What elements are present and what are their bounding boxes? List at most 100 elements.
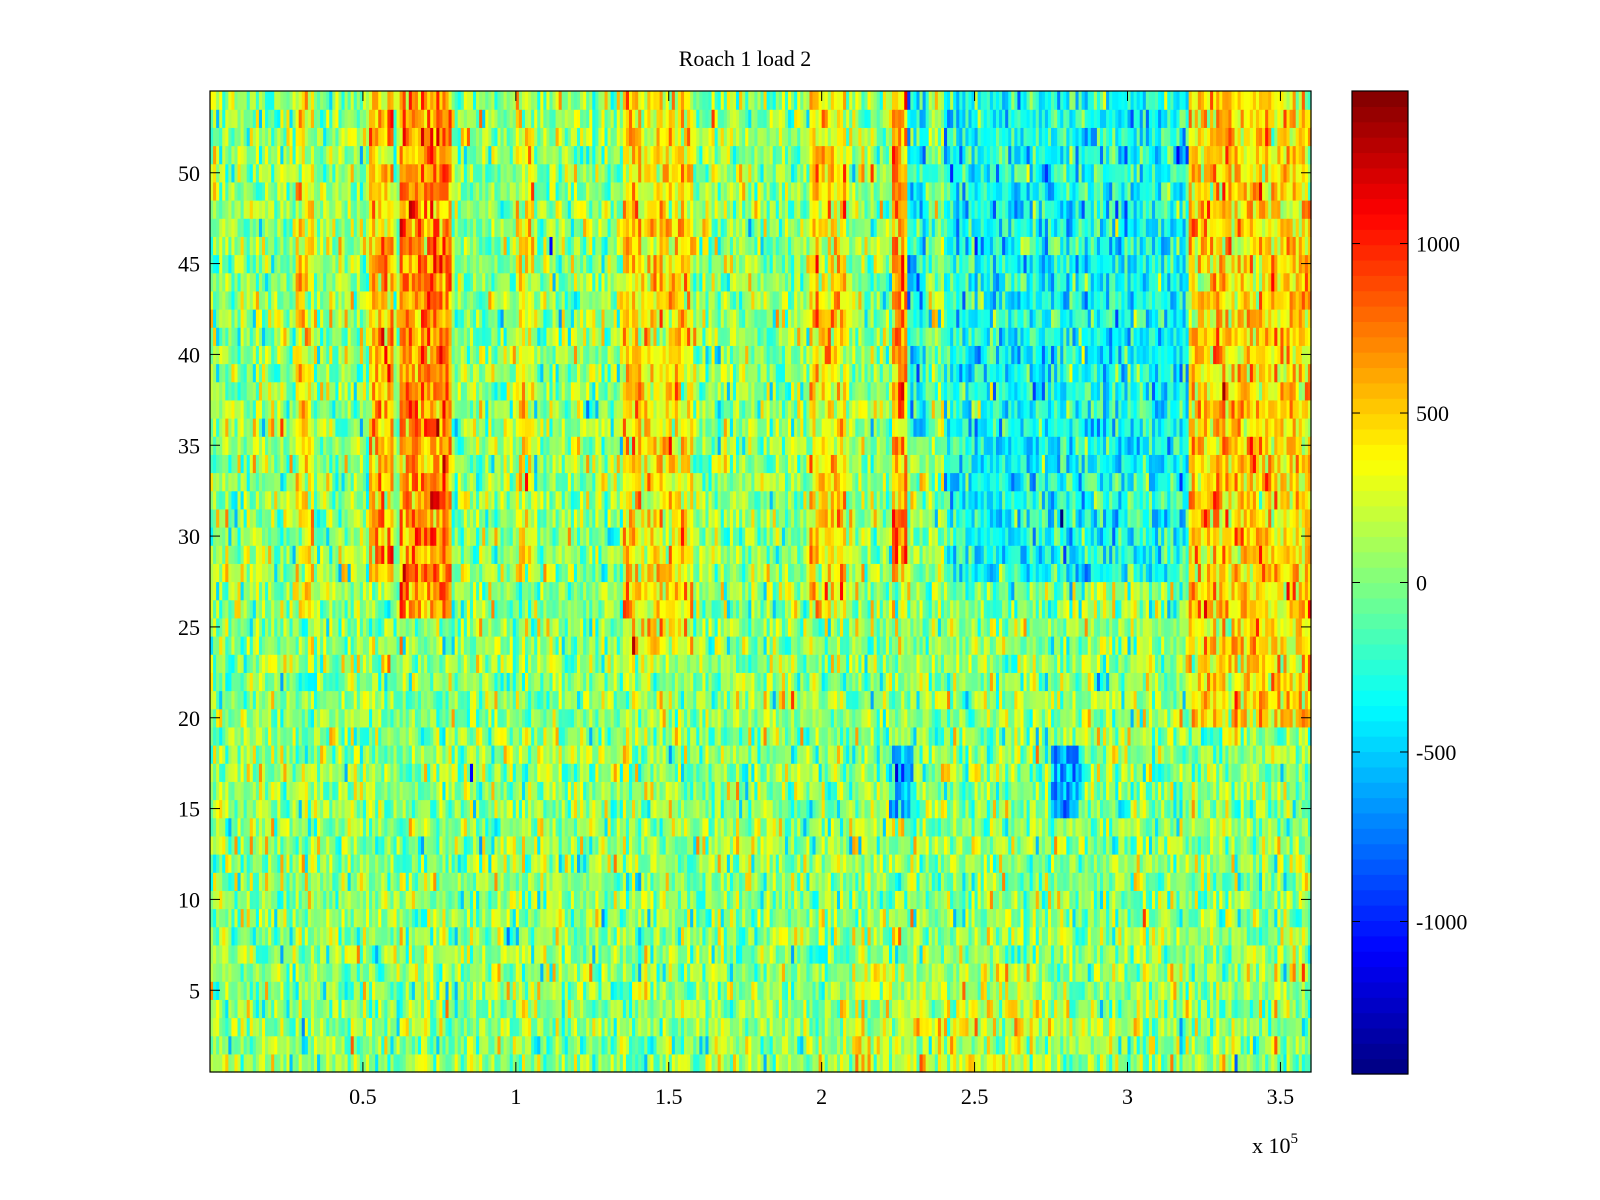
heatmap-cell bbox=[1197, 1035, 1202, 1055]
heatmap-cell bbox=[916, 1035, 921, 1055]
heatmap-cell bbox=[460, 1053, 465, 1073]
heatmap-cell bbox=[754, 1035, 759, 1055]
heatmap-cell bbox=[408, 1035, 413, 1055]
heatmap-cell bbox=[277, 1017, 281, 1037]
heatmap-cell bbox=[953, 1017, 957, 1037]
heatmap-cell bbox=[653, 1035, 658, 1055]
heatmap-cell bbox=[616, 1035, 621, 1055]
heatmap-cell bbox=[931, 1053, 936, 1073]
heatmap-cell bbox=[439, 1053, 444, 1073]
heatmap-cell bbox=[858, 1017, 863, 1037]
heatmap-cell bbox=[460, 1017, 465, 1037]
heatmap-cell bbox=[1103, 1017, 1107, 1037]
heatmap-cell bbox=[840, 1053, 844, 1073]
heatmap-cell bbox=[772, 1053, 777, 1073]
heatmap-cell bbox=[1158, 1035, 1162, 1055]
heatmap-cell bbox=[1060, 1017, 1064, 1037]
heatmap-cell bbox=[1200, 1017, 1205, 1037]
heatmap-cell bbox=[598, 999, 603, 1019]
heatmap-cell bbox=[656, 1053, 661, 1073]
heatmap-cell bbox=[1002, 1035, 1006, 1055]
heatmap-cell bbox=[873, 1017, 878, 1037]
heatmap-cell bbox=[359, 999, 364, 1019]
heatmap-cell bbox=[460, 999, 465, 1019]
heatmap-cell bbox=[313, 1053, 318, 1073]
heatmap-cell bbox=[1164, 1035, 1168, 1055]
heatmap-cell bbox=[784, 1035, 789, 1055]
heatmap-cell bbox=[1243, 1017, 1248, 1037]
heatmap-cell bbox=[775, 1053, 780, 1073]
heatmap-cell bbox=[439, 1017, 444, 1037]
heatmap-cell bbox=[1041, 1053, 1046, 1073]
heatmap-cell bbox=[723, 1053, 728, 1073]
heatmap-cell bbox=[586, 1053, 590, 1073]
heatmap-cell bbox=[687, 1017, 691, 1037]
heatmap-cell bbox=[451, 1035, 456, 1055]
heatmap-cell bbox=[341, 1017, 346, 1037]
heatmap-cell bbox=[800, 1035, 804, 1055]
heatmap-cell bbox=[699, 1053, 703, 1073]
heatmap-cell bbox=[711, 999, 716, 1019]
heatmap-cell bbox=[867, 1017, 872, 1037]
heatmap-cell bbox=[225, 1035, 229, 1055]
heatmap-cell bbox=[411, 999, 416, 1019]
heatmap-cell bbox=[971, 1017, 976, 1037]
heatmap-cell bbox=[503, 1053, 508, 1073]
heatmap-cell bbox=[454, 1035, 459, 1055]
heatmap-cell bbox=[320, 1053, 324, 1073]
heatmap-cell bbox=[1228, 1053, 1233, 1073]
heatmap-cell bbox=[962, 1053, 967, 1073]
heatmap-cell bbox=[671, 1017, 676, 1037]
heatmap-cell bbox=[882, 1017, 887, 1037]
heatmap-cell bbox=[1038, 1017, 1043, 1037]
heatmap-cell bbox=[580, 1017, 584, 1037]
heatmap-cell bbox=[610, 1035, 615, 1055]
heatmap-cell bbox=[870, 1053, 875, 1073]
heatmap-cell bbox=[751, 1053, 755, 1073]
heatmap-cell bbox=[219, 1053, 223, 1073]
heatmap-cell bbox=[1044, 1017, 1049, 1037]
heatmap-cell bbox=[485, 1053, 489, 1073]
heatmap-cell bbox=[873, 1053, 878, 1073]
heatmap-cell bbox=[1240, 1053, 1245, 1073]
heatmap-cell bbox=[1197, 1053, 1202, 1073]
heatmap-cell bbox=[702, 999, 707, 1019]
heatmap-cell bbox=[552, 1035, 557, 1055]
heatmap-cell bbox=[528, 1053, 532, 1073]
heatmap-cell bbox=[365, 999, 370, 1019]
heatmap-cell bbox=[347, 1017, 352, 1037]
heatmap-cell bbox=[580, 1053, 584, 1073]
heatmap-cell bbox=[427, 999, 431, 1019]
heatmap-cell bbox=[280, 1035, 284, 1055]
heatmap-cell bbox=[1066, 1035, 1070, 1055]
heatmap-cell bbox=[809, 1053, 814, 1073]
heatmap-cell bbox=[362, 1017, 367, 1037]
heatmap-cell bbox=[555, 1035, 560, 1055]
heatmap-cell bbox=[696, 1017, 700, 1037]
heatmap-cell bbox=[693, 999, 697, 1019]
heatmap-cell bbox=[1093, 1035, 1098, 1055]
heatmap-cell bbox=[561, 1017, 566, 1037]
heatmap-cell bbox=[644, 1035, 648, 1055]
heatmap-cell bbox=[451, 999, 456, 1019]
heatmap-cell bbox=[1011, 1035, 1015, 1055]
heatmap-cell bbox=[1090, 1017, 1095, 1037]
heatmap-cell bbox=[898, 1053, 902, 1073]
heatmap-cell bbox=[1066, 1053, 1070, 1073]
heatmap-cell bbox=[1185, 1053, 1190, 1073]
heatmap-cell bbox=[705, 999, 710, 1019]
heatmap-cell bbox=[705, 1035, 710, 1055]
heatmap-cell bbox=[265, 1017, 269, 1037]
heatmap-cell bbox=[1142, 1035, 1147, 1055]
heatmap-cell bbox=[268, 1053, 272, 1073]
heatmap-cell bbox=[717, 1035, 722, 1055]
heatmap-cell bbox=[390, 1035, 395, 1055]
heatmap-cell bbox=[760, 1017, 765, 1037]
heatmap-cell bbox=[680, 1035, 685, 1055]
heatmap-cell bbox=[1234, 1017, 1239, 1037]
heatmap-cell bbox=[399, 1035, 404, 1055]
heatmap-cell bbox=[307, 1017, 312, 1037]
heatmap-cell bbox=[968, 1017, 973, 1037]
heatmap-cell bbox=[1243, 1053, 1248, 1073]
heatmap-cell bbox=[760, 1035, 765, 1055]
